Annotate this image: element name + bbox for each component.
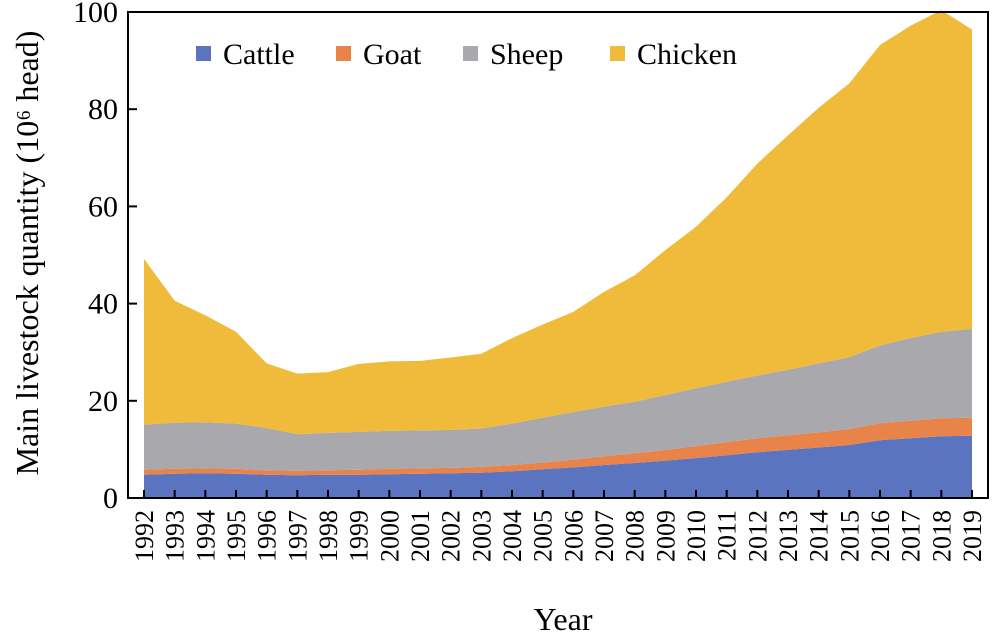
y-tick-label: 60 <box>88 190 118 223</box>
legend-item-chicken: Chicken <box>610 38 737 71</box>
x-tick-label: 2018 <box>927 510 956 562</box>
legend-label: Goat <box>363 38 422 71</box>
area-series-group <box>144 10 972 498</box>
legend-label: Chicken <box>637 38 737 71</box>
x-tick-label: 2012 <box>743 510 772 562</box>
x-axis-title: Year <box>534 601 593 637</box>
legend-label: Cattle <box>223 38 295 71</box>
legend-item-sheep: Sheep <box>463 38 563 71</box>
x-tick-label: 1997 <box>283 510 312 562</box>
x-tick-label: 2015 <box>835 510 864 562</box>
plot-frame <box>127 11 989 499</box>
y-tick-labels: 0 20 40 60 80 100 <box>73 0 137 515</box>
x-tick-label: 2009 <box>651 510 680 562</box>
x-tick-label: 1995 <box>222 510 251 562</box>
x-tick-label: 2014 <box>805 510 834 562</box>
legend-swatch <box>196 46 211 61</box>
y-tick-label: 80 <box>88 93 118 126</box>
x-tick-label: 1999 <box>345 510 374 562</box>
x-tick-label: 2007 <box>590 510 619 562</box>
y-tick-label: 20 <box>88 385 118 418</box>
x-tick-label: 2004 <box>498 510 527 562</box>
x-tick-label: 1992 <box>130 510 159 562</box>
legend-swatch <box>610 46 625 61</box>
axes-group <box>127 11 989 499</box>
x-tick-label: 2001 <box>406 510 435 562</box>
y-axis-title: Main livestock quantity (10⁶ head) <box>9 31 45 476</box>
legend-swatch <box>336 46 351 61</box>
x-tick-label: 1994 <box>191 510 220 562</box>
x-tick-label: 2002 <box>437 510 466 562</box>
x-tick-label: 2017 <box>897 510 926 562</box>
legend-swatch <box>463 46 478 61</box>
x-tick-label: 2005 <box>529 510 558 562</box>
x-tick-label: 2019 <box>958 510 987 562</box>
x-tick-label: 2000 <box>375 510 404 562</box>
x-tick-labels: 1992 1993 1994 1995 1996 1997 1998 1999 2000 2001… <box>130 490 987 562</box>
y-tick-label: 100 <box>73 0 118 29</box>
y-tick-label: 40 <box>88 288 118 321</box>
x-tick-label: 1993 <box>161 510 190 562</box>
x-tick-label: 2006 <box>559 510 588 562</box>
y-tick-label: 0 <box>103 482 118 515</box>
x-tick-label: 2011 <box>713 510 742 561</box>
area-chicken <box>144 10 972 435</box>
x-tick-label: 2008 <box>621 510 650 562</box>
legend-item-cattle: Cattle <box>196 38 295 71</box>
x-tick-label: 2010 <box>682 510 711 562</box>
area-goat <box>144 417 972 476</box>
x-tick-label: 2013 <box>774 510 803 562</box>
x-tick-label: 2003 <box>467 510 496 562</box>
x-tick-label: 1996 <box>253 510 282 562</box>
legend-item-goat: Goat <box>336 38 422 71</box>
x-tick-label: 1998 <box>314 510 343 562</box>
legend: Cattle Goat Sheep Chicken <box>196 38 737 71</box>
x-tick-label: 2016 <box>866 510 895 562</box>
area-sheep <box>144 328 972 471</box>
area-cattle <box>144 435 972 498</box>
legend-label: Sheep <box>490 38 563 71</box>
